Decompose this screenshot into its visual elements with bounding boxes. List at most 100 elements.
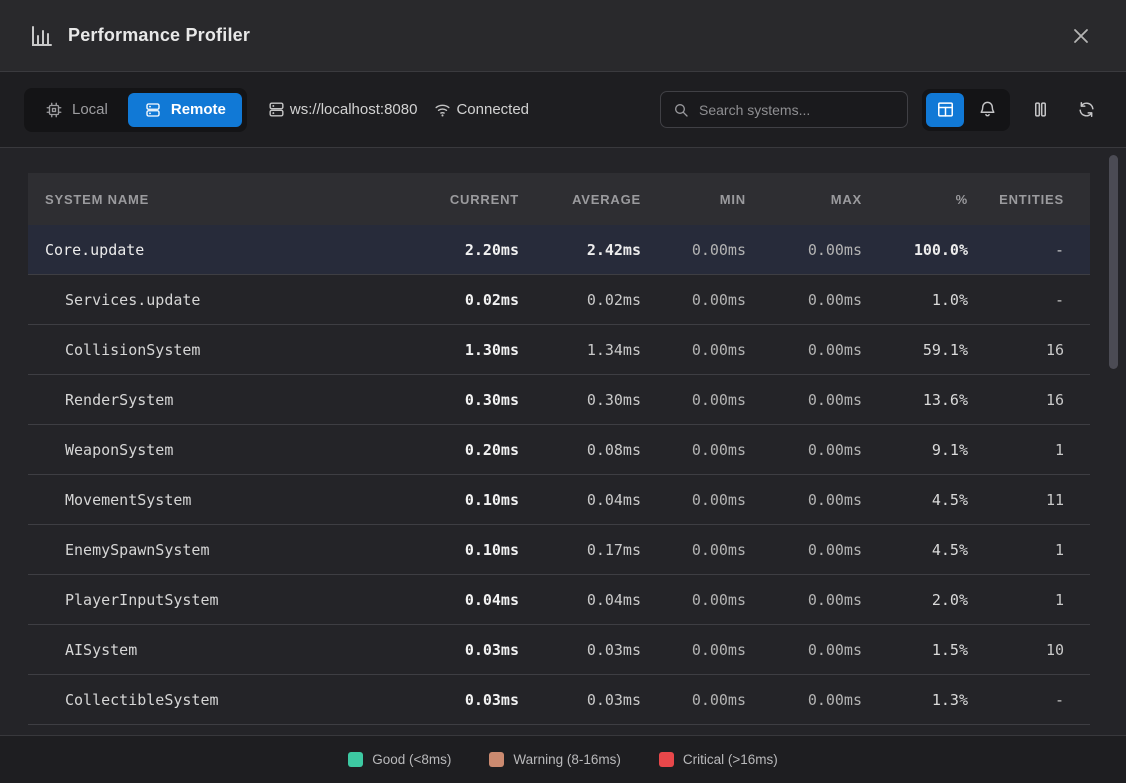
legend-item-warning: Warning (8-16ms) xyxy=(489,752,621,767)
percent-cell: 9.1% xyxy=(862,441,968,459)
local-tab-button[interactable]: Local xyxy=(29,93,124,127)
table-body: Core.update 2.20ms 2.42ms 0.00ms 0.00ms … xyxy=(28,225,1090,725)
system-name-cell: EnemySpawnSystem xyxy=(28,541,429,559)
min-cell: 0.00ms xyxy=(641,641,746,659)
average-cell: 0.17ms xyxy=(519,541,641,559)
critical-swatch-icon xyxy=(659,752,674,767)
entities-cell: - xyxy=(968,241,1064,259)
alerts-button[interactable] xyxy=(968,93,1006,127)
table-row[interactable]: Core.update 2.20ms 2.42ms 0.00ms 0.00ms … xyxy=(28,225,1090,275)
titlebar: Performance Profiler xyxy=(0,0,1126,72)
connection-url-text: ws://localhost:8080 xyxy=(290,101,418,118)
column-header-max[interactable]: MAX xyxy=(746,192,862,207)
current-cell: 0.30ms xyxy=(429,391,519,409)
table-row[interactable]: AISystem 0.03ms 0.03ms 0.00ms 0.00ms 1.5… xyxy=(28,625,1090,675)
legend-item-good: Good (<8ms) xyxy=(348,752,451,767)
entities-cell: 16 xyxy=(968,341,1064,359)
search-input[interactable] xyxy=(699,102,895,118)
average-cell: 0.04ms xyxy=(519,591,641,609)
vertical-scrollbar-thumb[interactable] xyxy=(1109,155,1118,369)
refresh-button[interactable] xyxy=(1070,93,1102,127)
current-cell: 0.03ms xyxy=(429,641,519,659)
max-cell: 0.00ms xyxy=(746,491,862,509)
average-cell: 1.34ms xyxy=(519,341,641,359)
system-name-cell: Core.update xyxy=(28,241,429,259)
server-icon xyxy=(144,101,162,119)
table-view-button[interactable] xyxy=(926,93,964,127)
table-grid-icon xyxy=(936,100,955,119)
current-cell: 0.04ms xyxy=(429,591,519,609)
pause-button[interactable] xyxy=(1024,93,1056,127)
current-cell: 0.10ms xyxy=(429,491,519,509)
pause-icon xyxy=(1031,100,1050,119)
min-cell: 0.00ms xyxy=(641,441,746,459)
average-cell: 0.30ms xyxy=(519,391,641,409)
percent-cell: 2.0% xyxy=(862,591,968,609)
server-icon xyxy=(267,100,286,119)
search-box xyxy=(660,91,908,128)
local-tab-label: Local xyxy=(72,101,108,118)
close-button[interactable] xyxy=(1064,19,1098,53)
average-cell: 2.42ms xyxy=(519,241,641,259)
entities-cell: - xyxy=(968,291,1064,309)
max-cell: 0.00ms xyxy=(746,441,862,459)
min-cell: 0.00ms xyxy=(641,241,746,259)
legend-label-critical: Critical (>16ms) xyxy=(683,752,778,767)
max-cell: 0.00ms xyxy=(746,341,862,359)
search-icon xyxy=(673,102,689,118)
column-header-min[interactable]: MIN xyxy=(641,192,746,207)
column-header-system-name[interactable]: SYSTEM NAME xyxy=(28,192,429,207)
legend-label-warning: Warning (8-16ms) xyxy=(513,752,621,767)
current-cell: 0.02ms xyxy=(429,291,519,309)
current-cell: 0.20ms xyxy=(429,441,519,459)
page-title: Performance Profiler xyxy=(68,25,250,46)
entities-cell: 1 xyxy=(968,541,1064,559)
min-cell: 0.00ms xyxy=(641,541,746,559)
column-header-entities[interactable]: ENTITIES xyxy=(968,192,1064,207)
table-row[interactable]: EnemySpawnSystem 0.10ms 0.17ms 0.00ms 0.… xyxy=(28,525,1090,575)
percent-cell: 59.1% xyxy=(862,341,968,359)
table-row[interactable]: WeaponSystem 0.20ms 0.08ms 0.00ms 0.00ms… xyxy=(28,425,1090,475)
system-name-cell: WeaponSystem xyxy=(28,441,429,459)
legend-footer: Good (<8ms) Warning (8-16ms) Critical (>… xyxy=(0,735,1126,783)
refresh-icon xyxy=(1077,100,1096,119)
bell-icon xyxy=(978,100,997,119)
percent-cell: 100.0% xyxy=(862,241,968,259)
min-cell: 0.00ms xyxy=(641,691,746,709)
legend-item-critical: Critical (>16ms) xyxy=(659,752,778,767)
table-row[interactable]: RenderSystem 0.30ms 0.30ms 0.00ms 0.00ms… xyxy=(28,375,1090,425)
min-cell: 0.00ms xyxy=(641,341,746,359)
column-header-percent[interactable]: % xyxy=(862,192,968,207)
column-header-average[interactable]: AVERAGE xyxy=(519,192,641,207)
current-cell: 0.10ms xyxy=(429,541,519,559)
bar-chart-icon xyxy=(30,24,54,48)
system-name-cell: MovementSystem xyxy=(28,491,429,509)
system-name-cell: CollisionSystem xyxy=(28,341,429,359)
table-row[interactable]: Services.update 0.02ms 0.02ms 0.00ms 0.0… xyxy=(28,275,1090,325)
table-row[interactable]: MovementSystem 0.10ms 0.04ms 0.00ms 0.00… xyxy=(28,475,1090,525)
min-cell: 0.00ms xyxy=(641,591,746,609)
max-cell: 0.00ms xyxy=(746,641,862,659)
table-header-row: SYSTEM NAME CURRENT AVERAGE MIN MAX % EN… xyxy=(28,173,1090,225)
table-row[interactable]: CollectibleSystem 0.03ms 0.03ms 0.00ms 0… xyxy=(28,675,1090,725)
entities-cell: 10 xyxy=(968,641,1064,659)
table-row[interactable]: PlayerInputSystem 0.04ms 0.04ms 0.00ms 0… xyxy=(28,575,1090,625)
average-cell: 0.03ms xyxy=(519,641,641,659)
current-cell: 1.30ms xyxy=(429,341,519,359)
entities-cell: 16 xyxy=(968,391,1064,409)
connection-url: ws://localhost:8080 xyxy=(267,100,418,119)
system-name-cell: Services.update xyxy=(28,291,429,309)
entities-cell: 1 xyxy=(968,591,1064,609)
wifi-icon xyxy=(433,100,452,119)
warning-swatch-icon xyxy=(489,752,504,767)
column-header-current[interactable]: CURRENT xyxy=(429,192,519,207)
percent-cell: 1.0% xyxy=(862,291,968,309)
system-name-cell: PlayerInputSystem xyxy=(28,591,429,609)
table-row[interactable]: CollisionSystem 1.30ms 1.34ms 0.00ms 0.0… xyxy=(28,325,1090,375)
remote-tab-label: Remote xyxy=(171,101,226,118)
connection-status-text: Connected xyxy=(456,101,529,118)
remote-tab-button[interactable]: Remote xyxy=(128,93,242,127)
performance-profiler-window: Performance Profiler xyxy=(0,0,1126,783)
max-cell: 0.00ms xyxy=(746,591,862,609)
entities-cell: 11 xyxy=(968,491,1064,509)
